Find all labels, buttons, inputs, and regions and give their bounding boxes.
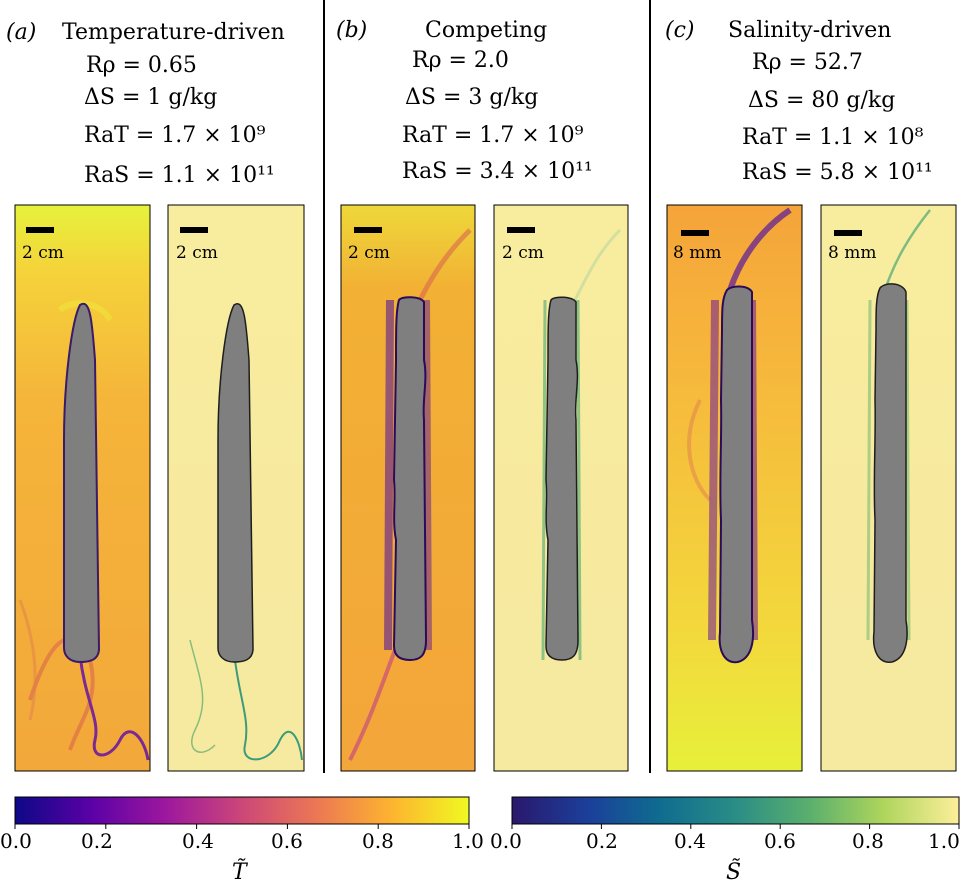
colorbar-s-tick: 0.8 <box>852 829 884 853</box>
panel-a-delta-s: ΔS = 1 g/kg <box>84 85 218 110</box>
scale-label-a-left: 2 cm <box>22 243 64 263</box>
scale-bar-b-left <box>354 227 382 233</box>
colorbar-t-tick: 0.8 <box>362 829 394 853</box>
panel-a-title: Temperature-driven <box>62 20 285 45</box>
panel-a-ra-s: RaS = 1.1 × 10¹¹ <box>84 163 275 188</box>
panel-a-tag: (a) <box>6 20 37 45</box>
colorbar-t-tick: 0.0 <box>0 829 32 853</box>
ice-body-b-right <box>545 296 579 661</box>
panel-c-delta-s: ΔS = 80 g/kg <box>748 88 896 113</box>
scale-label-a-right: 2 cm <box>176 243 218 263</box>
panel-b-ra-t: RaT = 1.7 × 10⁹ <box>402 123 584 148</box>
panel-b-delta-s: ΔS = 3 g/kg <box>405 85 539 110</box>
scale-bar-a-left <box>26 227 54 233</box>
colorbar-t-label: T̃ <box>232 860 247 885</box>
colorbar-salinity <box>511 796 960 829</box>
colorbar-s-tick: 1.0 <box>928 829 960 853</box>
panel-c-r-rho: Rρ = 52.7 <box>752 50 863 75</box>
ice-body-b <box>392 296 428 662</box>
colorbar-s-label: S̃ <box>726 860 742 885</box>
colorbar-t-tick: 0.2 <box>81 829 113 853</box>
ice-body-a <box>63 302 101 664</box>
panel-a <box>14 204 305 772</box>
scale-bar-a-right <box>180 227 208 233</box>
colorbar-s-tick: 0.4 <box>674 829 706 853</box>
panel-a-r-rho: Rρ = 0.65 <box>86 53 197 78</box>
panel-c-ra-s: RaS = 5.8 × 10¹¹ <box>742 160 933 185</box>
panel-c-tag: (c) <box>665 18 695 43</box>
panel-b-r-rho: Rρ = 2.0 <box>412 48 509 73</box>
ice-body-c-right <box>872 283 908 663</box>
colorbar-temperature <box>14 796 470 829</box>
colorbar-s-tick: 0.6 <box>764 829 796 853</box>
scale-label-c-right: 8 mm <box>828 243 877 263</box>
panel-b <box>340 204 629 772</box>
colorbar-t-tick: 1.0 <box>452 829 484 853</box>
panel-b-title: Competing <box>425 18 548 43</box>
panel-b-tag: (b) <box>336 18 368 43</box>
scale-bar-c-right <box>834 230 862 236</box>
scale-label-c-left: 8 mm <box>673 243 722 263</box>
ice-body-a-right <box>217 302 254 663</box>
colorbar-s-tick: 0.0 <box>490 829 522 853</box>
panel-a-ra-t: RaT = 1.7 × 10⁹ <box>84 123 266 148</box>
scale-label-b-left: 2 cm <box>348 243 390 263</box>
colorbar-t-tick: 0.6 <box>271 829 303 853</box>
scale-bar-c-left <box>681 230 709 236</box>
ice-body-c <box>718 285 755 664</box>
colorbar-t-tick: 0.4 <box>182 829 214 853</box>
panel-c-title: Salinity-driven <box>728 18 892 43</box>
panel-c-ra-t: RaT = 1.1 × 10⁸ <box>742 125 924 150</box>
scale-bar-b-right <box>507 227 535 233</box>
panel-c <box>666 204 957 772</box>
scale-label-b-right: 2 cm <box>502 243 544 263</box>
panel-b-ra-s: RaS = 3.4 × 10¹¹ <box>402 159 593 184</box>
colorbar-s-tick: 0.2 <box>586 829 618 853</box>
